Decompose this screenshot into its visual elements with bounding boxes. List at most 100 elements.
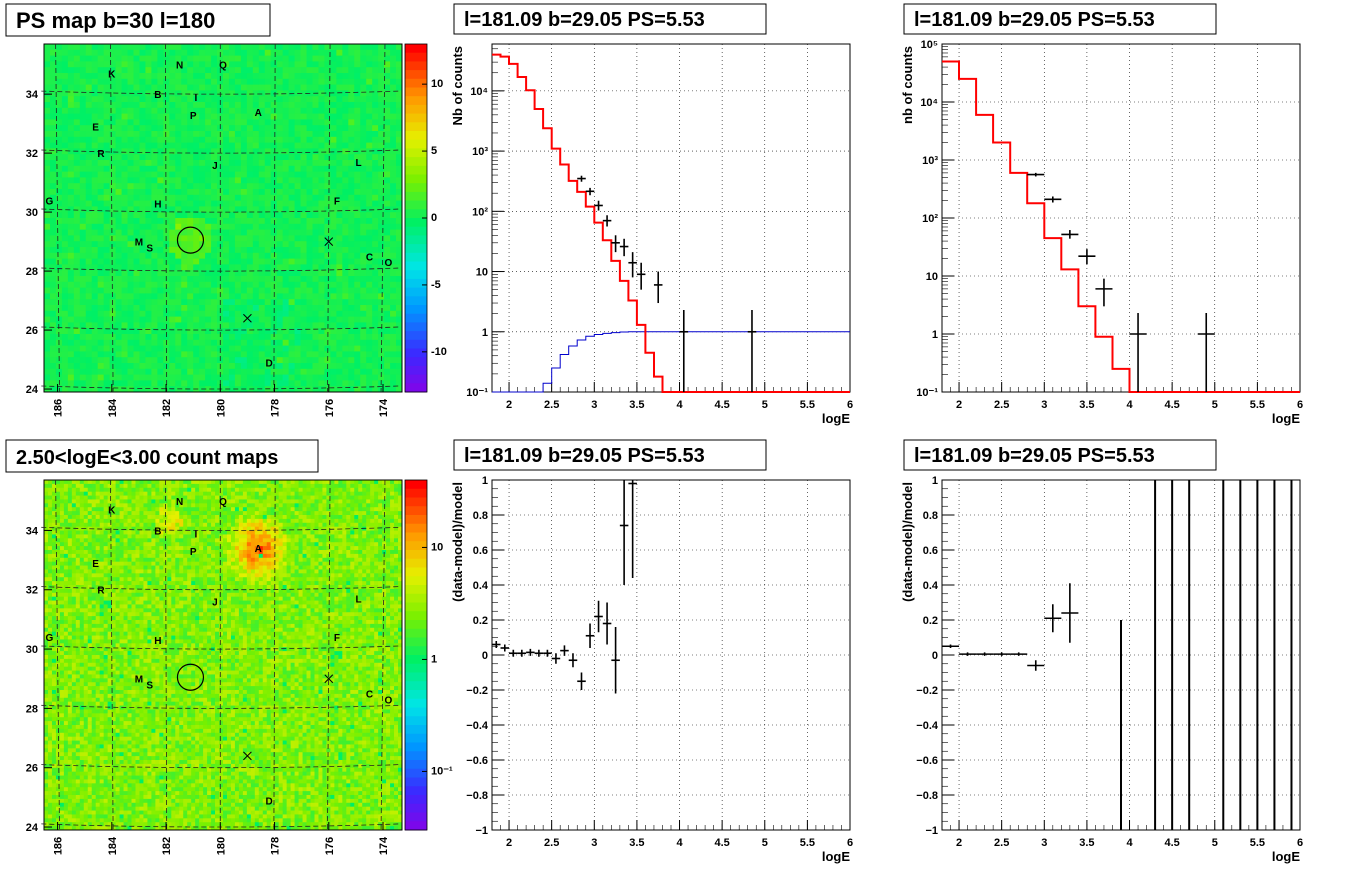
map-bottom-title: 2.50<logE<3.00 count maps — [16, 447, 278, 469]
residual-point — [602, 602, 612, 645]
x-tick-label: 2 — [506, 399, 512, 411]
residual-point — [1010, 652, 1028, 656]
model-red-histogram — [942, 60, 1300, 393]
x-tick-label: 2.5 — [994, 837, 1009, 849]
map-pixels — [44, 44, 403, 393]
data-point — [1129, 313, 1147, 392]
map-y-tick-label: 24 — [26, 384, 39, 396]
source-x-marker — [243, 313, 252, 323]
residual-point — [1027, 660, 1045, 671]
residual-1-title: l=181.09 b=29.05 PS=5.53 — [464, 445, 705, 467]
residual-point — [959, 652, 977, 656]
data-point — [1027, 172, 1045, 177]
y-tick-label: 0 — [932, 650, 938, 662]
data-point — [594, 200, 603, 211]
residual-point — [517, 649, 527, 657]
source-label-F: F — [334, 196, 340, 207]
map-y-tick-label: 32 — [26, 148, 38, 160]
source-label-K: K — [108, 506, 116, 517]
x-tick-label: 3.5 — [1079, 399, 1094, 411]
source-label-R: R — [97, 586, 105, 597]
residual-point — [577, 672, 586, 690]
source-label-L: L — [356, 595, 362, 606]
x-tick-label: 4 — [676, 837, 683, 849]
source-x-marker — [243, 751, 252, 761]
source-label-G: G — [46, 633, 54, 644]
data-point — [1197, 313, 1215, 392]
residual-point — [1044, 604, 1062, 633]
source-label-I: I — [194, 93, 197, 104]
y-tick-label: 10⁻¹ — [466, 387, 488, 399]
source-label-H: H — [154, 199, 161, 210]
map-y-tick-label: 32 — [26, 585, 38, 597]
x-tick-label: 4.5 — [714, 837, 729, 849]
y-axis-label: Nb of counts — [450, 46, 465, 125]
x-tick-label: 3 — [1041, 837, 1047, 849]
residual-point — [628, 480, 637, 578]
y-tick-label: 10⁻¹ — [916, 387, 938, 399]
y-tick-label: −0.2 — [916, 685, 938, 697]
map-frame — [43, 479, 403, 831]
data-point — [1078, 249, 1096, 265]
residual-point — [942, 644, 960, 648]
map-pixels — [44, 480, 403, 831]
map-x-tick-label: 176 — [324, 399, 336, 417]
y-tick-label: −1 — [475, 825, 488, 837]
source-label-N: N — [176, 497, 183, 508]
source-label-R: R — [97, 149, 105, 160]
x-tick-label: 2 — [956, 837, 962, 849]
data-point — [1044, 196, 1062, 203]
y-tick-label: 0 — [482, 650, 488, 662]
source-circle-marker — [176, 226, 205, 254]
source-label-M: M — [135, 675, 143, 686]
source-x-marker — [324, 674, 334, 684]
map-x-tick-label: 186 — [53, 399, 65, 417]
map-y-tick-label: 34 — [26, 89, 39, 101]
source-label-D: D — [265, 359, 272, 370]
x-tick-label: 5 — [1212, 837, 1218, 849]
plot-frame — [491, 479, 851, 831]
source-label-C: C — [366, 252, 373, 263]
source-label-A: A — [255, 544, 262, 555]
x-tick-label: 5.5 — [800, 837, 815, 849]
x-tick-label: 2.5 — [544, 399, 559, 411]
source-label-A: A — [255, 108, 262, 119]
residual-point — [619, 480, 629, 585]
data-point — [628, 252, 637, 278]
source-label-S: S — [146, 681, 153, 692]
residual-point — [976, 652, 994, 656]
y-tick-label: 1 — [482, 327, 488, 339]
source-label-J: J — [212, 598, 218, 609]
spectrum-2-title-box: l=181.09 b=29.05 PS=5.53 — [903, 3, 1217, 35]
y-tick-label: 0.4 — [473, 580, 489, 592]
y-tick-label: −0.2 — [466, 685, 488, 697]
plot-frame — [491, 43, 851, 393]
source-label-E: E — [92, 123, 99, 134]
data-point — [653, 271, 663, 304]
source-label-B: B — [154, 90, 161, 101]
map-top-title-box: PS map b=30 l=180 — [5, 3, 271, 37]
source-label-H: H — [154, 636, 161, 647]
source-label-Q: Q — [219, 61, 227, 72]
residual-2-title-box: l=181.09 b=29.05 PS=5.53 — [903, 439, 1217, 471]
map-x-tick-label: 178 — [270, 837, 282, 855]
map-x-tick-label: 174 — [378, 836, 390, 855]
x-tick-label: 5.5 — [800, 399, 815, 411]
residual-point — [509, 649, 518, 657]
map-y-tick-label: 34 — [26, 525, 39, 537]
map-bottom-title-box: 2.50<logE<3.00 count maps — [5, 439, 319, 473]
x-tick-label: 3 — [591, 837, 597, 849]
data-point — [602, 215, 612, 227]
y-tick-label: −0.4 — [916, 720, 939, 732]
y-tick-label: 10² — [922, 213, 938, 225]
y-tick-label: 10³ — [922, 155, 938, 167]
source-label-P: P — [190, 547, 197, 558]
residual-point — [500, 644, 510, 652]
y-tick-label: 10⁵ — [921, 39, 938, 51]
y-tick-label: 10⁴ — [470, 86, 488, 98]
y-tick-label: −1 — [925, 825, 938, 837]
source-label-D: D — [265, 796, 272, 807]
map-x-tick-label: 184 — [107, 836, 119, 855]
y-axis-label: (data-model)/model — [450, 482, 465, 602]
source-label-G: G — [46, 196, 54, 207]
